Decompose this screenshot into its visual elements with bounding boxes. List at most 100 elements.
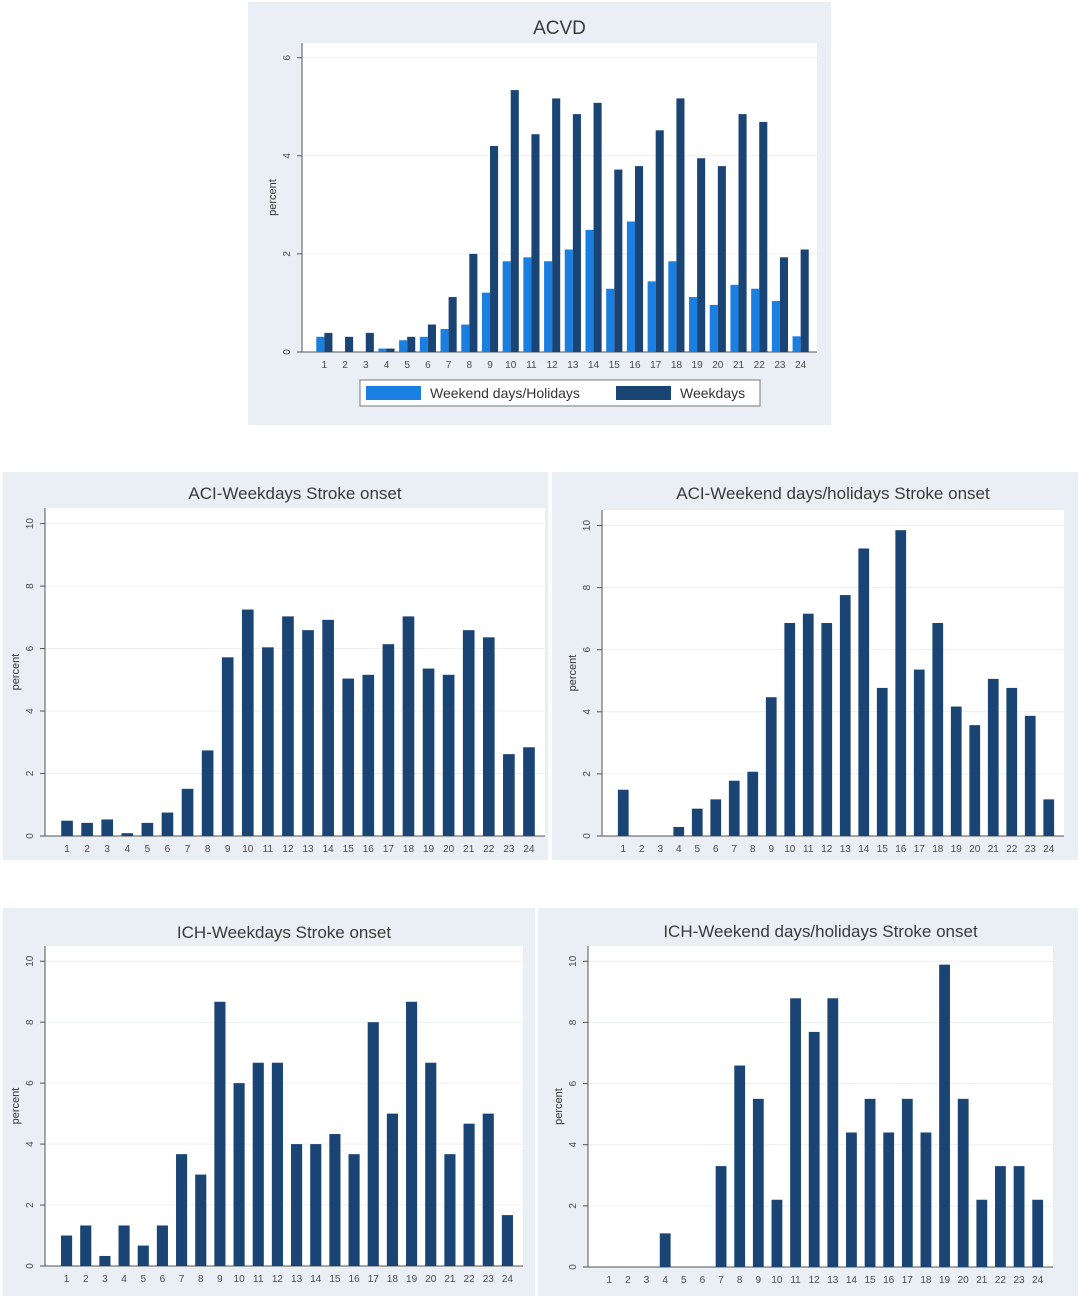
bar-ich-weekend-days-holidays-23 xyxy=(1013,1166,1025,1267)
bar-ich-weekend-days-holidays-19 xyxy=(939,964,950,1267)
chart-panel-aci-weekend: ACI-Weekend days/holidays Stroke onset 0 2… xyxy=(552,472,1078,860)
bar-aci-weekend-days-holidays-18 xyxy=(932,623,944,836)
x-tick-label: 10 xyxy=(771,1275,783,1286)
bar-ich-weekend-days-holidays-10 xyxy=(771,1199,783,1267)
bar-aci-weekdays-4 xyxy=(121,833,134,836)
x-tick-label: 14 xyxy=(588,360,600,371)
x-tick-label: 22 xyxy=(1006,844,1018,855)
bar-ich-weekdays-1 xyxy=(61,1235,73,1266)
x-tick-label: 4 xyxy=(676,844,682,855)
x-tick-label: 7 xyxy=(718,1275,724,1286)
bar-aci-weekdays-3 xyxy=(101,819,114,836)
x-tick-label: 8 xyxy=(205,844,211,855)
x-tick-label: 23 xyxy=(1025,844,1037,855)
bar-aci-weekdays-10 xyxy=(241,609,254,836)
bar-weekend-days-holidays-13 xyxy=(564,249,573,352)
x-tick-label: 9 xyxy=(487,360,493,371)
bar-weekend-days-holidays-16 xyxy=(626,221,635,352)
y-axis-label: percent xyxy=(10,654,22,691)
bar-aci-weekend-days-holidays-19 xyxy=(950,706,962,836)
y-tick-label: 2 xyxy=(568,1203,579,1209)
bar-weekend-days-holidays-5 xyxy=(399,340,408,352)
bar-weekend-days-holidays-4 xyxy=(378,348,387,352)
bar-ich-weekend-days-holidays-12 xyxy=(808,1031,820,1267)
x-tick-label: 12 xyxy=(282,844,294,855)
chart-panel-acvd: ACVD 0 2 4 6 percent 1 2 3 4 5 6 7 8 9 10 11 12 13 14 15 16 17… xyxy=(248,2,831,425)
bar-ich-weekend-days-holidays-18 xyxy=(920,1132,932,1267)
y-tick-label: 4 xyxy=(25,708,36,714)
x-tick-label: 6 xyxy=(165,844,171,855)
x-tick-label: 2 xyxy=(625,1275,631,1286)
bar-weekend-days-holidays-11 xyxy=(523,257,532,352)
legend-label: Weekdays xyxy=(680,385,745,401)
x-tick-label: 10 xyxy=(234,1274,246,1285)
bar-weekdays-17 xyxy=(655,130,664,352)
x-tick-label: 19 xyxy=(939,1275,951,1286)
x-tick-label: 2 xyxy=(639,844,645,855)
x-tick-label: 6 xyxy=(713,844,719,855)
bar-aci-weekend-days-holidays-20 xyxy=(969,725,981,836)
x-tick-label: 21 xyxy=(733,360,745,371)
bar-weekdays-18 xyxy=(676,98,685,352)
bar-aci-weekend-days-holidays-10 xyxy=(784,623,796,836)
bar-weekdays-19 xyxy=(697,158,706,352)
x-tick-label: 16 xyxy=(363,844,375,855)
y-tick-label: 4 xyxy=(568,1141,579,1147)
x-tick-label: 22 xyxy=(483,844,495,855)
x-tick-label: 11 xyxy=(253,1274,264,1285)
bar-weekdays-5 xyxy=(407,336,416,352)
bar-weekdays-21 xyxy=(738,114,747,352)
bar-aci-weekend-days-holidays-9 xyxy=(765,697,777,836)
bar-weekdays-11 xyxy=(531,134,540,352)
y-tick-label: 10 xyxy=(582,520,593,532)
bar-weekdays-4 xyxy=(386,348,395,352)
y-axis-label: percent xyxy=(267,179,279,216)
x-tick-label: 11 xyxy=(790,1275,801,1286)
x-tick-label: 8 xyxy=(467,360,473,371)
y-tick-label: 2 xyxy=(25,1202,36,1208)
y-tick-label: 0 xyxy=(282,349,293,355)
bar-ich-weekend-days-holidays-8 xyxy=(734,1065,746,1267)
bar-aci-weekdays-21 xyxy=(462,630,475,836)
y-tick-label: 4 xyxy=(25,1141,36,1147)
bar-aci-weekdays-5 xyxy=(141,822,154,836)
bar-ich-weekend-days-holidays-4 xyxy=(659,1233,671,1267)
bar-weekdays-1 xyxy=(324,332,333,352)
x-tick-label: 17 xyxy=(650,360,662,371)
x-tick-label: 20 xyxy=(443,844,455,855)
x-tick-label: 22 xyxy=(464,1274,476,1285)
bar-aci-weekdays-22 xyxy=(482,637,495,836)
bar-aci-weekend-days-holidays-15 xyxy=(876,687,888,836)
x-tick-label: 14 xyxy=(846,1275,858,1286)
chart-title: ICH-Weekend days/holidays Stroke onset xyxy=(663,922,978,941)
bar-aci-weekdays-9 xyxy=(221,657,234,836)
x-tick-label: 16 xyxy=(629,360,641,371)
x-tick-label: 23 xyxy=(1014,1275,1026,1286)
x-tick-label: 4 xyxy=(125,844,131,855)
bar-aci-weekend-days-holidays-11 xyxy=(802,613,814,836)
x-tick-label: 20 xyxy=(712,360,724,371)
x-tick-label: 1 xyxy=(64,1274,70,1285)
x-tick-label: 14 xyxy=(310,1274,322,1285)
x-tick-label: 17 xyxy=(383,844,395,855)
x-tick-label: 17 xyxy=(368,1274,380,1285)
x-tick-label: 16 xyxy=(883,1275,895,1286)
bar-ich-weekdays-5 xyxy=(137,1245,149,1266)
bar-weekend-days-holidays-19 xyxy=(689,297,698,352)
y-tick-label: 4 xyxy=(282,153,293,159)
x-tick-label: 22 xyxy=(754,360,766,371)
bar-aci-weekdays-18 xyxy=(402,616,415,836)
bar-weekdays-3 xyxy=(365,332,374,352)
x-tick-label: 15 xyxy=(877,844,889,855)
bar-weekend-days-holidays-14 xyxy=(585,229,594,352)
x-tick-label: 6 xyxy=(700,1275,706,1286)
x-tick-label: 10 xyxy=(505,360,517,371)
bar-weekend-days-holidays-18 xyxy=(668,261,677,352)
x-tick-label: 1 xyxy=(64,844,70,855)
bar-ich-weekend-days-holidays-9 xyxy=(752,1098,764,1267)
y-tick-label: 10 xyxy=(568,955,579,967)
x-tick-label: 12 xyxy=(272,1274,284,1285)
y-axis-label: percent xyxy=(10,1088,22,1125)
bar-weekdays-20 xyxy=(717,166,726,352)
bar-ich-weekend-days-holidays-22 xyxy=(995,1166,1006,1267)
